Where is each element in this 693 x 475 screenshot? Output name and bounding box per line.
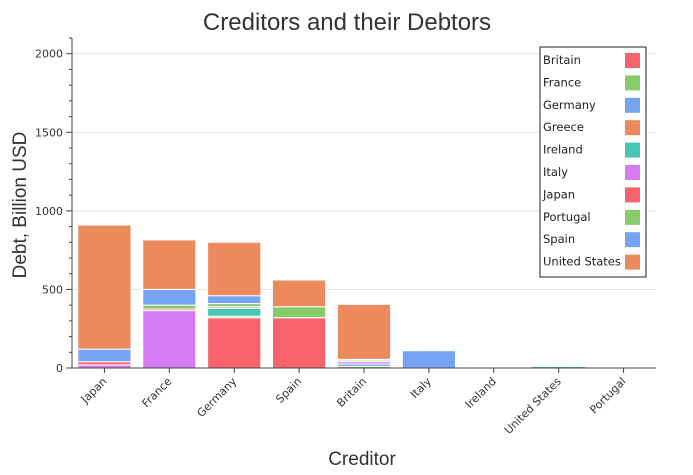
legend-swatch [625, 97, 640, 113]
bar-segment [77, 224, 132, 350]
y-tick-label: 0 [56, 362, 63, 375]
legend-label: France [543, 75, 581, 89]
bar-segment [336, 303, 392, 360]
legend-swatch [625, 120, 640, 136]
bar-segment [142, 304, 197, 310]
legend-swatch [625, 187, 640, 203]
bar-segment [272, 306, 327, 319]
legend-swatch [625, 209, 640, 225]
legend-label: Greece [543, 120, 584, 134]
y-tick-label: 500 [42, 283, 63, 296]
bar-segment [207, 307, 262, 317]
chart-title: Creditors and their Debtors [203, 9, 491, 36]
legend-label: Germany [543, 98, 596, 112]
bar-segment [272, 317, 327, 369]
legend-swatch [625, 142, 640, 158]
bar-segment [142, 310, 197, 369]
legend-swatch [625, 254, 640, 270]
bar-segment [207, 241, 262, 297]
bar-segment [142, 288, 197, 306]
bar-segment [272, 279, 327, 308]
legend-swatch [625, 232, 640, 248]
y-axis-ticks: 0 500 1000 1500 2000 [35, 37, 72, 375]
bar-segment [207, 317, 262, 369]
y-tick-label: 1500 [35, 126, 63, 139]
bar-segment [401, 350, 456, 369]
legend-swatch [625, 165, 640, 180]
legend-label: Spain [543, 232, 575, 246]
legend-label: Portugal [543, 210, 591, 224]
bar-segment [77, 348, 132, 363]
legend-label: Italy [543, 165, 568, 179]
y-axis-label: Debt, Billion USD [10, 132, 31, 279]
legend-label: Ireland [543, 143, 583, 157]
legend-swatch [625, 75, 640, 91]
legend-label: United States [543, 255, 621, 269]
legend: Britain France Germany Greece Ireland Italy Ja… [539, 46, 647, 278]
bar-segment [142, 239, 197, 290]
y-tick-label: 2000 [35, 48, 63, 61]
y-tick-label: 1000 [35, 205, 63, 218]
x-axis-label: Creditor [328, 449, 396, 470]
legend-label: Japan [542, 187, 575, 201]
bar-segment [207, 295, 262, 305]
legend-label: Britain [543, 53, 581, 67]
legend-swatch [625, 53, 640, 68]
